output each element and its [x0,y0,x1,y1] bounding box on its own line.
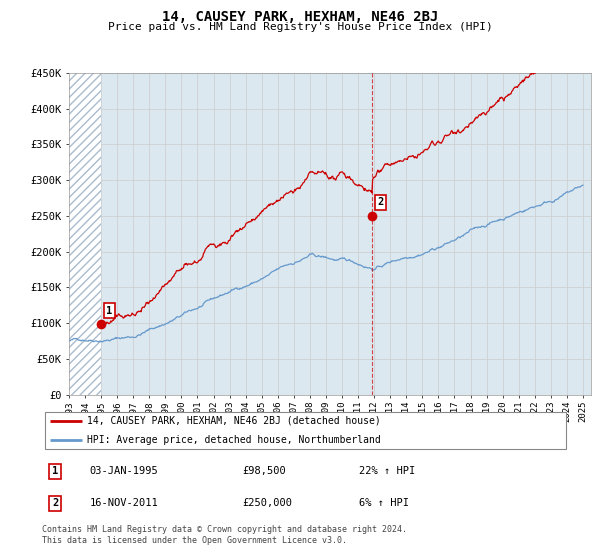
Text: £250,000: £250,000 [242,498,293,508]
Text: 2: 2 [377,197,383,207]
Text: 2: 2 [52,498,58,508]
Text: 22% ↑ HPI: 22% ↑ HPI [359,466,415,476]
Text: 6% ↑ HPI: 6% ↑ HPI [359,498,409,508]
Text: Price paid vs. HM Land Registry's House Price Index (HPI): Price paid vs. HM Land Registry's House … [107,22,493,32]
Text: 14, CAUSEY PARK, HEXHAM, NE46 2BJ (detached house): 14, CAUSEY PARK, HEXHAM, NE46 2BJ (detac… [87,416,380,426]
Text: Contains HM Land Registry data © Crown copyright and database right 2024.
This d: Contains HM Land Registry data © Crown c… [42,525,407,545]
FancyBboxPatch shape [44,413,566,449]
Text: 03-JAN-1995: 03-JAN-1995 [89,466,158,476]
Text: 1: 1 [106,306,112,316]
Text: 1: 1 [52,466,58,476]
Bar [69,73,101,395]
Text: 16-NOV-2011: 16-NOV-2011 [89,498,158,508]
Text: 14, CAUSEY PARK, HEXHAM, NE46 2BJ: 14, CAUSEY PARK, HEXHAM, NE46 2BJ [162,10,438,24]
Text: HPI: Average price, detached house, Northumberland: HPI: Average price, detached house, Nort… [87,435,380,445]
Text: £98,500: £98,500 [242,466,286,476]
